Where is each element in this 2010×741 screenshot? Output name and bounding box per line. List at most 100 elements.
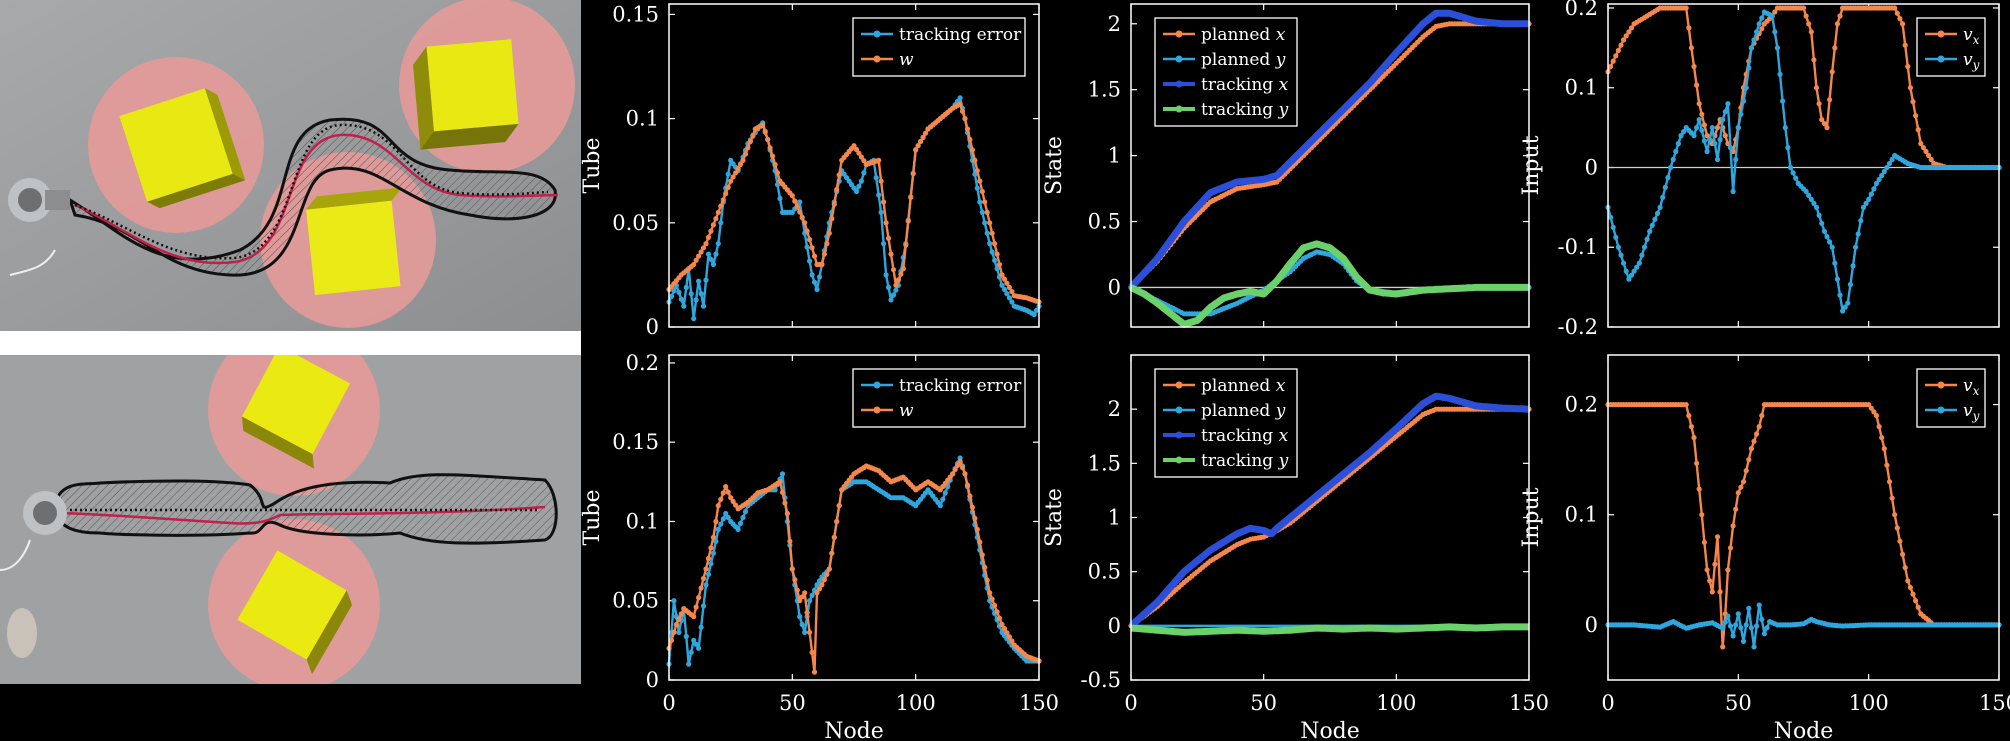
x-axis-label: Node	[1774, 719, 1834, 741]
data-point	[1748, 625, 1754, 631]
data-point	[735, 526, 741, 533]
xtick-label: 100	[896, 691, 936, 715]
data-point	[987, 590, 993, 596]
data-point	[1709, 589, 1715, 595]
data-point	[1866, 196, 1872, 202]
data-point	[1654, 210, 1661, 216]
data-point	[715, 503, 721, 509]
data-point	[735, 166, 741, 172]
data-point	[1735, 611, 1741, 617]
cube	[306, 187, 403, 296]
ytick-label: 1	[1108, 506, 1121, 530]
ytick-label: -0.1	[1558, 235, 1599, 259]
chart-tube-bottom: 0 0.05 0.1 0.15 0.2 0 50 100 150 Tube Node tracking…	[580, 351, 1059, 741]
data-point	[856, 183, 862, 189]
data-point	[733, 502, 739, 508]
data-point	[1928, 156, 1934, 163]
data-point	[1001, 286, 1008, 293]
xtick-label: 50	[779, 691, 806, 715]
data-point	[1886, 160, 1893, 167]
data-point	[804, 228, 810, 234]
data-point	[720, 197, 726, 203]
data-point	[1738, 625, 1744, 631]
data-point	[715, 241, 721, 247]
data-point	[1889, 156, 1895, 163]
data-point	[1876, 424, 1882, 430]
data-point	[881, 241, 887, 247]
data-point	[779, 471, 786, 477]
legend-label: planned x	[1201, 25, 1286, 45]
data-point	[1918, 141, 1924, 147]
data-point	[992, 241, 998, 247]
data-point	[1657, 204, 1663, 210]
data-point	[1756, 21, 1762, 27]
legend-marker	[1175, 30, 1183, 38]
data-point	[730, 174, 736, 180]
data-point	[1816, 212, 1822, 218]
y-axis-label: Input	[1519, 135, 1544, 195]
data-point	[989, 230, 995, 236]
data-point	[1777, 71, 1783, 77]
data-point	[950, 471, 956, 477]
data-point	[1868, 191, 1874, 197]
data-point	[1892, 5, 1898, 11]
data-point	[1712, 141, 1718, 147]
data-point	[1923, 148, 1929, 155]
data-point	[977, 199, 983, 205]
data-point	[745, 145, 751, 151]
data-point	[1853, 244, 1859, 250]
data-point	[1743, 85, 1749, 91]
data-point	[683, 284, 689, 290]
axes-box	[1130, 354, 1530, 681]
data-point	[994, 251, 1000, 257]
data-point	[1608, 63, 1614, 70]
data-point	[1662, 184, 1668, 190]
data-point	[905, 218, 911, 224]
data-point	[1759, 26, 1765, 32]
data-point	[977, 539, 983, 545]
data-point	[1001, 626, 1008, 632]
data-point	[1858, 218, 1864, 224]
data-point	[1641, 244, 1648, 250]
data-point	[999, 272, 1005, 278]
data-point	[1842, 304, 1848, 310]
data-point	[1915, 604, 1921, 610]
data-point	[1834, 21, 1840, 27]
data-point	[957, 458, 963, 464]
data-point	[691, 614, 697, 620]
data-point	[797, 209, 803, 215]
data-point	[688, 291, 694, 297]
data-point	[774, 170, 781, 176]
data-point	[1754, 29, 1760, 35]
data-point	[1751, 644, 1757, 650]
chart-state-top: 0 0.5 1 1.5 2 State planned x planned y tracking…	[1042, 3, 1532, 328]
data-point	[1009, 299, 1015, 305]
legend-marker	[1937, 55, 1945, 63]
ytick-label: 1	[1108, 144, 1121, 168]
data-point	[819, 582, 825, 588]
data-point	[802, 629, 808, 636]
data-point	[987, 241, 993, 247]
data-point	[1691, 133, 1697, 139]
data-point	[1761, 631, 1767, 637]
series-line-tracking-x	[1128, 392, 1530, 629]
data-point	[1910, 99, 1916, 105]
data-point	[1782, 125, 1788, 131]
data-point	[888, 297, 894, 303]
data-point	[1686, 413, 1692, 419]
data-point	[713, 518, 719, 525]
data-point	[1644, 236, 1650, 242]
data-point	[982, 564, 988, 571]
data-point	[1033, 307, 1040, 313]
data-point	[1720, 625, 1726, 631]
xtick-label: 0	[662, 691, 675, 715]
cube	[237, 550, 353, 675]
data-point	[703, 277, 709, 283]
bottom-experiment-photo	[0, 355, 581, 684]
data-point	[782, 500, 788, 506]
data-point	[691, 261, 697, 268]
data-point	[698, 624, 704, 630]
data-point	[1725, 101, 1731, 107]
xtick-label: 150	[1509, 691, 1549, 715]
